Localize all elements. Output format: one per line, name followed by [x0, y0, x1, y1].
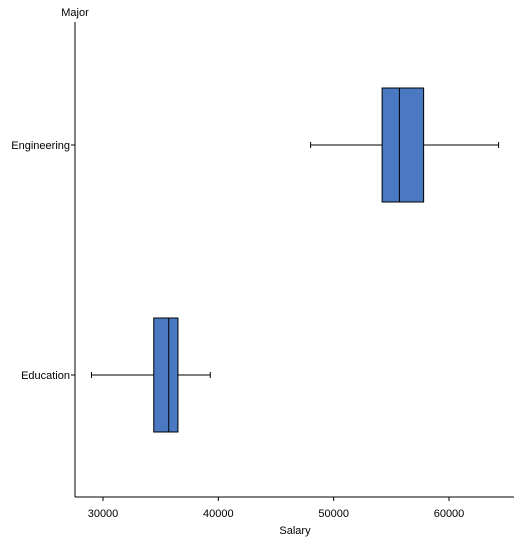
iqr-box	[381, 87, 425, 203]
y-axis-ticks: Engineering Education	[11, 140, 75, 382]
box-engineering	[310, 87, 500, 203]
box-education	[90, 317, 211, 433]
y-tick-label: Education	[21, 370, 70, 382]
x-axis-title: Salary	[279, 525, 311, 537]
x-tick-label: 50000	[318, 508, 349, 520]
y-tick-label: Engineering	[11, 140, 70, 152]
x-tick-label: 60000	[434, 508, 465, 520]
y-axis-title: Major	[61, 7, 89, 19]
iqr-box	[153, 317, 179, 433]
x-tick-label: 40000	[203, 508, 234, 520]
x-tick-label: 30000	[88, 508, 119, 520]
x-axis-ticks: 30000 40000 50000 60000	[88, 497, 465, 520]
plot-area	[90, 87, 500, 433]
